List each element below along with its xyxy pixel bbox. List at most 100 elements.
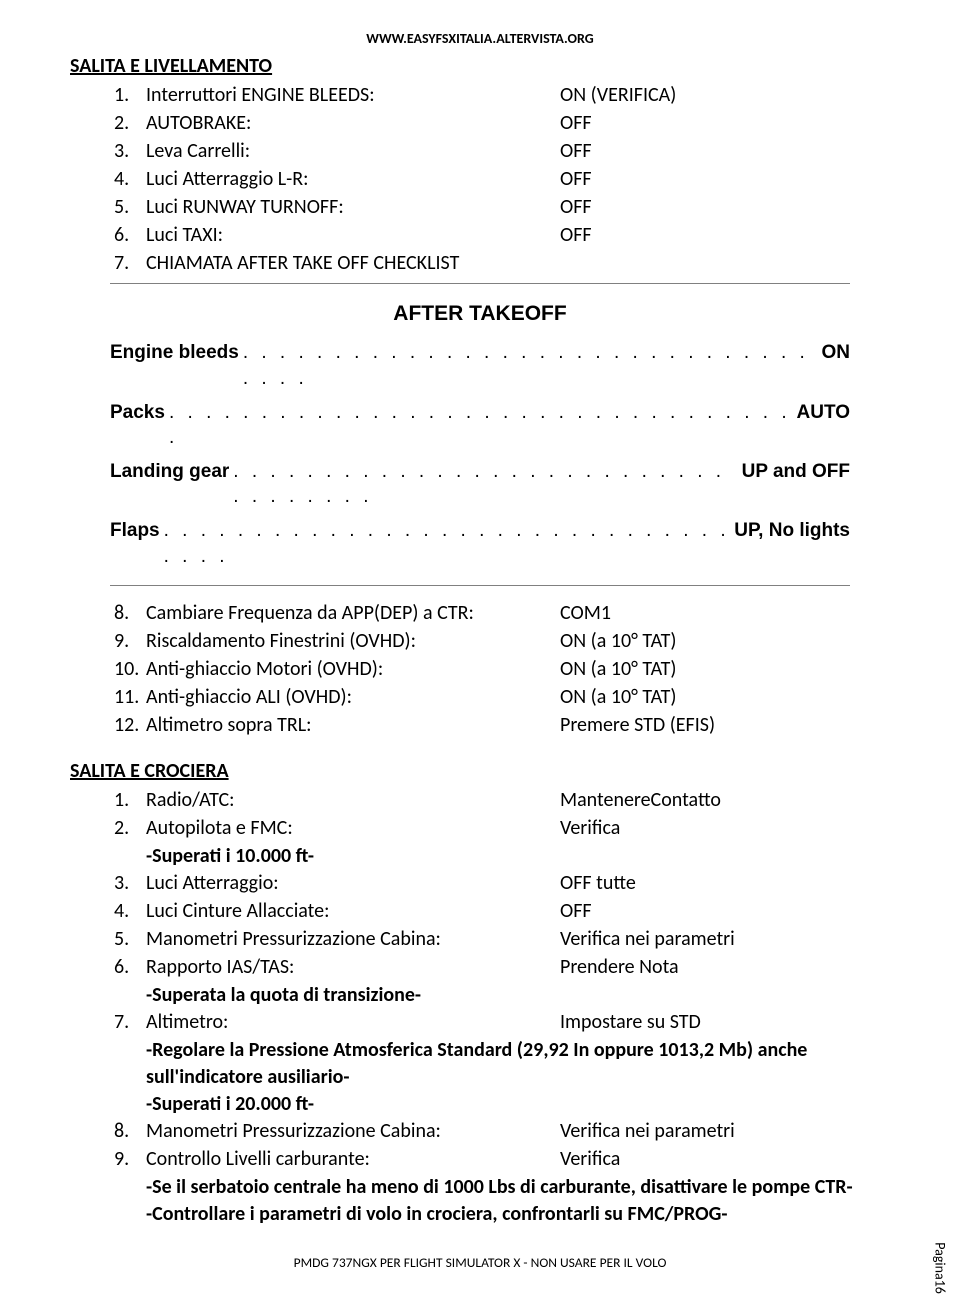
item-extra: -Regolare la Pressione Atmosferica Stand… — [114, 1037, 890, 1091]
item-value: Verifica nei parametri — [560, 1118, 890, 1145]
header-url: WWW.EASYFSXITALIA.ALTERVISTA.ORG — [70, 30, 890, 49]
item-number: 3. — [114, 138, 146, 165]
item-label: Luci Atterraggio: — [146, 870, 279, 897]
item-label: Rapporto IAS/TAS: — [146, 954, 294, 981]
item-number: 11. — [114, 684, 146, 711]
item-label: Riscaldamento Finestrini (OVHD): — [146, 628, 416, 655]
item-number: 9. — [114, 628, 146, 655]
item-label: AUTOBRAKE: — [146, 110, 251, 137]
item-label: Altimetro: — [146, 1009, 228, 1036]
item-value: Premere STD (EFIS) — [560, 712, 890, 739]
item-extra: -Superati i 10.000 ft- — [114, 843, 890, 870]
section2-title: SALITA E CROCIERA — [70, 758, 890, 785]
item-number: 1. — [114, 82, 146, 109]
list-item: 8.Manometri Pressurizzazione Cabina: Veri… — [114, 1118, 890, 1145]
checklist-row: Flaps. . . . . . . . . . . . . . . . . .… — [110, 518, 850, 569]
item-value — [560, 250, 890, 277]
checklist-label: Flaps — [110, 518, 160, 544]
item-value: OFF — [560, 110, 890, 137]
item-value: Verifica — [560, 1146, 890, 1173]
list-item: 4.Luci Atterraggio L-R:OFF — [114, 166, 890, 193]
item-label: Anti-ghiaccio ALI (OVHD): — [146, 684, 352, 711]
item-value: OFF — [560, 222, 890, 249]
item-value: OFF — [560, 898, 890, 925]
list-item: 6.Luci TAXI: OFF — [114, 222, 890, 249]
list-item: 9.Controllo Livelli carburante:Verifica — [114, 1146, 890, 1173]
item-number: 2. — [114, 815, 146, 842]
item-value: OFF tutte — [560, 870, 890, 897]
after-takeoff-checklist: AFTER TAKEOFF Engine bleeds. . . . . . .… — [110, 300, 850, 569]
item-value: ON (VERIFICA) — [560, 82, 890, 109]
list-item: 10.Anti-ghiaccio Motori (OVHD):ON (a 10°… — [114, 656, 890, 683]
item-label: Altimetro sopra TRL: — [146, 712, 311, 739]
item-value: ON (a 10° TAT) — [560, 656, 890, 683]
item-value: OFF — [560, 166, 890, 193]
item-number: 5. — [114, 926, 146, 953]
checklist-label: Engine bleeds — [110, 340, 239, 366]
item-number: 7. — [114, 250, 146, 277]
item-number: 9. — [114, 1146, 146, 1173]
item-number: 10. — [114, 656, 146, 683]
page-number: Pagina16 — [930, 1243, 949, 1295]
checklist-divider-bottom — [110, 585, 850, 586]
item-number: 7. — [114, 1009, 146, 1036]
item-value: Verifica nei parametri — [560, 926, 890, 953]
checklist-dots: . . . . . . . . . . . . . . . . . . . . … — [165, 400, 797, 451]
item-extra: -Superata la quota di transizione- — [114, 982, 890, 1009]
item-label: Manometri Pressurizzazione Cabina: — [146, 926, 441, 953]
list-item: 3.Luci Atterraggio: OFF tutte — [114, 870, 890, 897]
list-item: 1.Interruttori ENGINE BLEEDS:ON (VERIFIC… — [114, 82, 890, 109]
item-value: ON (a 10° TAT) — [560, 628, 890, 655]
list-item: 11.Anti-ghiaccio ALI (OVHD):ON (a 10° TA… — [114, 684, 890, 711]
list-item: 5.Luci RUNWAY TURNOFF: OFF — [114, 194, 890, 221]
item-number: 5. — [114, 194, 146, 221]
list-item: 7.CHIAMATA AFTER TAKE OFF CHECKLIST — [114, 250, 890, 277]
item-number: 12. — [114, 712, 146, 739]
item-label: Cambiare Frequenza da APP(DEP) a CTR: — [146, 600, 474, 627]
item-number: 4. — [114, 898, 146, 925]
item-extra: -Se il serbatoio centrale ha meno di 100… — [114, 1174, 890, 1201]
footer-text: PMDG 737NGX PER FLIGHT SIMULATOR X - NON… — [70, 1254, 890, 1272]
checklist-divider-top — [110, 283, 850, 284]
checklist-row: Engine bleeds. . . . . . . . . . . . . .… — [110, 340, 850, 391]
item-number: 4. — [114, 166, 146, 193]
item-label: Luci RUNWAY TURNOFF: — [146, 194, 344, 221]
item-label: Manometri Pressurizzazione Cabina: — [146, 1118, 441, 1145]
section1b-list: 8.Cambiare Frequenza da APP(DEP) a CTR: C… — [70, 600, 890, 739]
checklist-row: Packs. . . . . . . . . . . . . . . . . .… — [110, 400, 850, 451]
item-number: 6. — [114, 222, 146, 249]
list-item: 12.Altimetro sopra TRL: Premere STD (EFIS… — [114, 712, 890, 739]
item-number: 2. — [114, 110, 146, 137]
checklist-dots: . . . . . . . . . . . . . . . . . . . . … — [160, 518, 735, 569]
item-value: OFF — [560, 138, 890, 165]
list-item: 5.Manometri Pressurizzazione Cabina: Veri… — [114, 926, 890, 953]
item-number: 8. — [114, 600, 146, 627]
item-value: MantenereContatto — [560, 787, 890, 814]
item-value: Verifica — [560, 815, 890, 842]
list-item: 3.Leva Carrelli: OFF — [114, 138, 890, 165]
item-number: 8. — [114, 1118, 146, 1145]
item-label: Leva Carrelli: — [146, 138, 250, 165]
list-item: 9.Riscaldamento Finestrini (OVHD): ON (a … — [114, 628, 890, 655]
item-label: CHIAMATA AFTER TAKE OFF CHECKLIST — [146, 250, 459, 277]
item-value: OFF — [560, 194, 890, 221]
checklist-title: AFTER TAKEOFF — [110, 300, 850, 328]
item-number: 6. — [114, 954, 146, 981]
item-label: Luci Cinture Allacciate: — [146, 898, 329, 925]
checklist-dots: . . . . . . . . . . . . . . . . . . . . … — [239, 340, 822, 391]
item-number: 3. — [114, 870, 146, 897]
item-value: COM1 — [560, 600, 890, 627]
item-value: Impostare su STD — [560, 1009, 890, 1036]
list-item: 7.Altimetro: Impostare su STD — [114, 1009, 890, 1036]
item-label: Luci TAXI: — [146, 222, 223, 249]
list-item: 1.Radio/ATC:MantenereContatto — [114, 787, 890, 814]
list-item: 2.Autopilota e FMC: Verifica — [114, 815, 890, 842]
item-extra: -Superati i 20.000 ft- — [114, 1091, 890, 1118]
list-item: 6.Rapporto IAS/TAS:Prendere Nota — [114, 954, 890, 981]
checklist-row: Landing gear. . . . . . . . . . . . . . … — [110, 459, 850, 510]
footer: PMDG 737NGX PER FLIGHT SIMULATOR X - NON… — [70, 1254, 890, 1294]
item-label: Autopilota e FMC: — [146, 815, 293, 842]
list-item: 2.AUTOBRAKE: OFF — [114, 110, 890, 137]
list-item: 8.Cambiare Frequenza da APP(DEP) a CTR: C… — [114, 600, 890, 627]
item-label: Radio/ATC: — [146, 787, 234, 814]
